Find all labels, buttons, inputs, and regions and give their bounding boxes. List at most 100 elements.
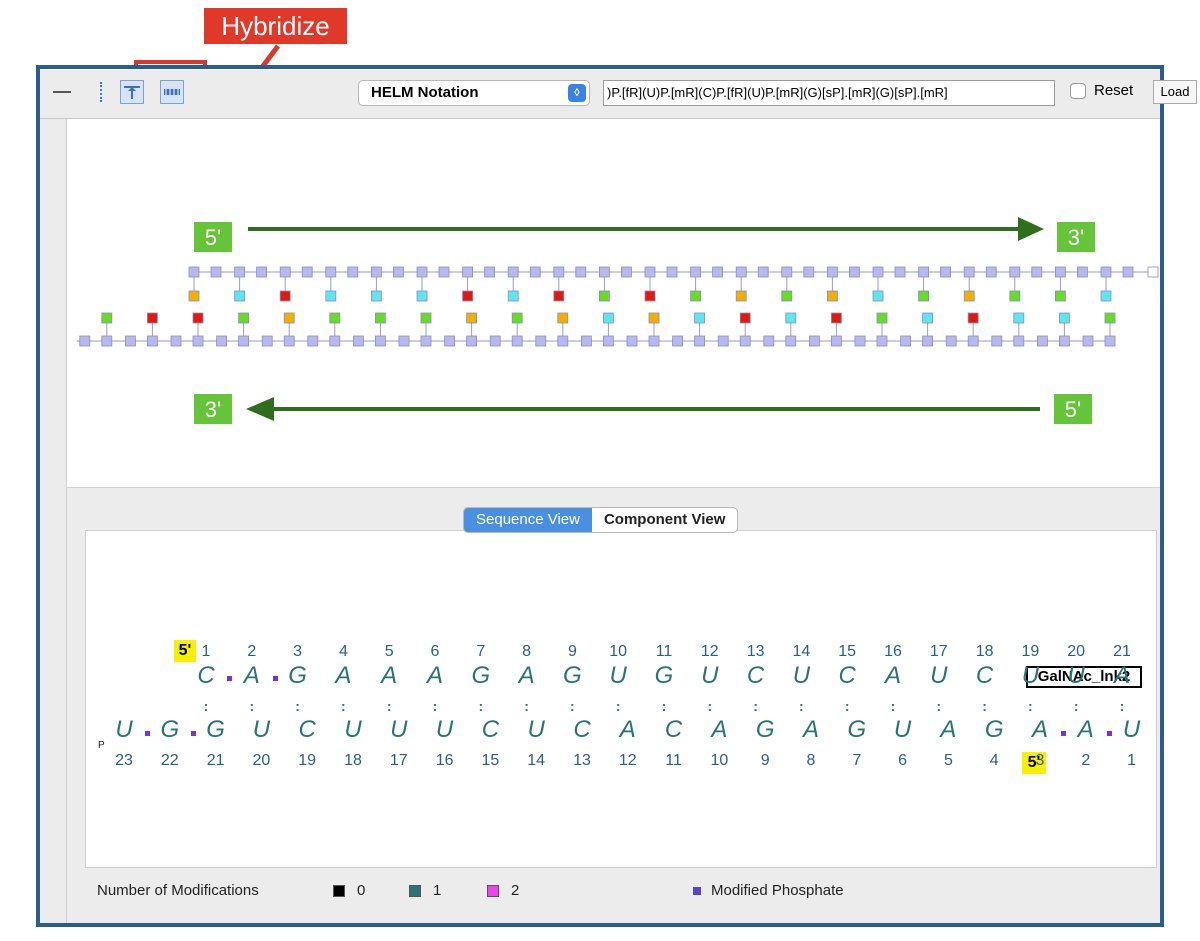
sense-base: C bbox=[197, 662, 215, 689]
sense-base: C bbox=[838, 662, 856, 689]
sense-sugar-9 bbox=[553, 266, 565, 278]
sense-number: 6 bbox=[430, 643, 440, 660]
reset-control[interactable]: Reset bbox=[1070, 82, 1133, 99]
minus-icon[interactable] bbox=[50, 80, 74, 104]
bottom-3-prime-label: 3' bbox=[205, 397, 221, 422]
antisense-base: U bbox=[527, 716, 545, 743]
sense-phosphate-6 bbox=[438, 266, 450, 278]
sense-number: 2 bbox=[247, 643, 257, 660]
column-icon[interactable] bbox=[90, 80, 114, 104]
hybridize-annotation-label: Hybridize bbox=[204, 8, 347, 44]
antisense-base: G bbox=[847, 716, 867, 743]
sense-sugar-6 bbox=[416, 266, 428, 278]
reset-checkbox[interactable] bbox=[1070, 82, 1086, 99]
sense-base: U bbox=[930, 662, 948, 689]
modifications-legend: Number of Modifications 0 1 2 Modified P… bbox=[97, 878, 1097, 904]
antisense-number: 7 bbox=[852, 752, 862, 769]
antisense-modified-phosphate bbox=[190, 731, 196, 736]
legend-label-2: 2 bbox=[511, 882, 520, 899]
antisense-base-11 bbox=[557, 312, 569, 324]
pair-mark: : bbox=[432, 698, 438, 714]
legend-title: Number of Modifications bbox=[97, 882, 259, 899]
sense-base-7 bbox=[462, 290, 474, 302]
sense-phosphate-19 bbox=[1031, 266, 1043, 278]
antisense-number: 19 bbox=[298, 752, 317, 769]
antisense-number: 8 bbox=[806, 752, 816, 769]
antisense-base: U bbox=[893, 716, 912, 743]
sense-phosphate-1 bbox=[210, 266, 222, 278]
pair-mark: : bbox=[203, 698, 209, 714]
antisense-number: 1 bbox=[1127, 752, 1137, 769]
sense-base-6 bbox=[416, 290, 428, 302]
antisense-base: A bbox=[1031, 716, 1048, 743]
distance-icon[interactable] bbox=[120, 80, 144, 104]
hybridize-icon[interactable] bbox=[160, 80, 184, 104]
sense-base: G bbox=[654, 662, 674, 689]
top-5-prime-label: 5' bbox=[205, 225, 221, 250]
sense-number: 11 bbox=[655, 643, 673, 660]
sense-base-13 bbox=[735, 290, 747, 302]
sense-base-1 bbox=[188, 290, 200, 302]
legend-phosphate-label: Modified Phosphate bbox=[711, 882, 844, 899]
antisense-base-16 bbox=[785, 312, 797, 324]
sense-sugar-20 bbox=[1055, 266, 1066, 278]
bottom-5-prime-label: 5' bbox=[1065, 397, 1081, 422]
top-5-prime-box bbox=[194, 222, 232, 252]
antisense-number: 16 bbox=[435, 752, 454, 769]
notation-select[interactable]: HELM Notation ◊ bbox=[358, 80, 590, 106]
antisense-base-17 bbox=[831, 312, 842, 324]
antisense-phosphate-16 bbox=[763, 335, 775, 347]
antisense-base-12 bbox=[603, 312, 614, 324]
legend-label-1: 1 bbox=[433, 882, 442, 899]
galnac-conjugate: GalNAc_lnk2 bbox=[1026, 666, 1142, 688]
pair-mark: : bbox=[799, 698, 804, 714]
sense-base-17 bbox=[918, 290, 929, 302]
load-button[interactable]: Load bbox=[1153, 80, 1197, 104]
antisense-sugar-21 bbox=[1013, 335, 1025, 347]
sense-sugar-8 bbox=[507, 266, 519, 278]
tab-component-view[interactable]: Component View bbox=[603, 511, 726, 528]
sense-sugar-11 bbox=[644, 266, 656, 278]
antisense-number: 12 bbox=[618, 752, 637, 769]
legend-swatch-1 bbox=[409, 885, 421, 897]
helm-input[interactable]: )P.[fR](U)P.[mR](C)P.[fR](U)P.[mR](G)[sP… bbox=[603, 80, 1055, 106]
split-divider[interactable] bbox=[67, 487, 1160, 503]
antisense-sugar-16 bbox=[785, 335, 797, 347]
antisense-phosphate-3 bbox=[170, 335, 182, 347]
antisense-number: 15 bbox=[481, 752, 500, 769]
sense-phosphate-2 bbox=[256, 266, 268, 278]
sense-sugar-14 bbox=[781, 266, 793, 278]
sense-base: U bbox=[792, 662, 811, 689]
antisense-number: 14 bbox=[527, 752, 546, 769]
sense-base-4 bbox=[325, 290, 337, 302]
antisense-sugar-20 bbox=[967, 335, 979, 347]
antisense-base: G bbox=[984, 716, 1004, 743]
pair-mark: : bbox=[1119, 698, 1125, 714]
antisense-base: U bbox=[115, 716, 133, 743]
antisense-number: 6 bbox=[898, 752, 908, 769]
antisense-sugar-23 bbox=[1104, 335, 1116, 347]
bottom-3-prime-box bbox=[194, 394, 232, 424]
tab-sequence-view[interactable]: Sequence View bbox=[464, 508, 592, 532]
pair-mark: : bbox=[524, 698, 529, 714]
antisense-phosphate-17 bbox=[809, 335, 820, 347]
sense-phosphate-3 bbox=[301, 266, 313, 278]
antisense-sugar-8 bbox=[420, 335, 432, 347]
sense-phosphate-7 bbox=[484, 266, 496, 278]
left-side-strip bbox=[40, 119, 67, 923]
sense-base-3 bbox=[279, 290, 291, 302]
pair-mark: : bbox=[570, 698, 575, 714]
sense-base-20 bbox=[1055, 290, 1066, 302]
sense-number: 10 bbox=[609, 643, 628, 660]
antisense-phosphate-22 bbox=[1037, 335, 1048, 347]
sense-sugar-4 bbox=[325, 266, 337, 278]
sense-number: 3 bbox=[293, 643, 303, 660]
sense-modified-phosphate bbox=[226, 676, 232, 681]
sense-base: A bbox=[518, 662, 535, 689]
sense-base: U bbox=[1067, 662, 1085, 689]
antisense-modified-phosphate bbox=[1060, 731, 1066, 736]
antisense-phosphate-7 bbox=[352, 335, 364, 347]
antisense-base: U bbox=[1122, 716, 1141, 743]
antisense-base: U bbox=[344, 716, 362, 743]
sense-base-2 bbox=[234, 290, 246, 302]
